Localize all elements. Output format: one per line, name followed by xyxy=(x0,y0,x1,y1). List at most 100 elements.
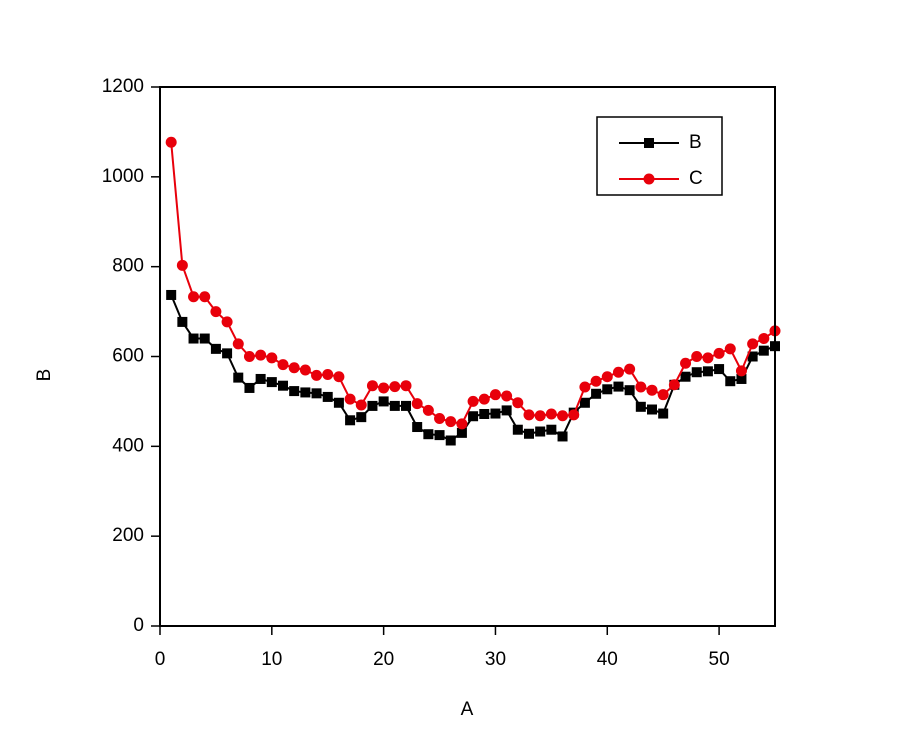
marker xyxy=(612,366,624,378)
x-tick-label: 20 xyxy=(373,649,394,670)
marker xyxy=(456,418,468,430)
marker xyxy=(176,259,188,271)
marker xyxy=(188,333,199,344)
marker xyxy=(758,345,769,356)
marker xyxy=(278,380,288,391)
marker xyxy=(490,408,501,419)
marker xyxy=(356,412,367,423)
marker xyxy=(423,429,434,440)
marker xyxy=(344,393,356,405)
marker xyxy=(243,351,255,362)
marker xyxy=(557,431,568,442)
marker xyxy=(714,364,725,375)
marker xyxy=(456,427,467,438)
marker xyxy=(389,400,400,411)
marker xyxy=(233,372,244,383)
marker xyxy=(501,405,512,416)
marker xyxy=(557,410,569,422)
marker xyxy=(646,384,658,396)
marker xyxy=(434,412,446,424)
marker xyxy=(367,400,378,411)
marker xyxy=(422,404,434,416)
marker xyxy=(222,348,233,359)
marker xyxy=(255,349,267,361)
marker xyxy=(546,424,557,435)
x-tick-label: 40 xyxy=(597,649,618,670)
marker xyxy=(668,379,680,391)
marker xyxy=(534,410,546,422)
marker xyxy=(166,289,177,300)
marker xyxy=(255,373,266,384)
marker xyxy=(232,338,244,350)
marker xyxy=(355,399,367,411)
marker xyxy=(702,352,714,364)
legend-label: B xyxy=(689,132,702,153)
y-tick-label: 800 xyxy=(112,256,144,277)
marker xyxy=(401,400,411,411)
marker xyxy=(657,389,669,401)
marker xyxy=(545,408,557,420)
plot-frame xyxy=(159,86,776,627)
marker xyxy=(735,365,747,377)
marker xyxy=(680,371,691,382)
marker xyxy=(523,409,535,421)
marker xyxy=(311,369,323,381)
marker xyxy=(333,371,345,383)
marker xyxy=(199,333,210,344)
marker xyxy=(468,411,479,422)
marker xyxy=(266,377,277,388)
y-tick-label: 1000 xyxy=(102,166,144,187)
marker xyxy=(624,363,636,375)
marker xyxy=(568,409,580,421)
marker xyxy=(512,424,523,435)
marker xyxy=(311,388,322,399)
marker xyxy=(389,381,401,393)
marker xyxy=(590,375,602,387)
marker xyxy=(210,343,221,354)
marker xyxy=(758,333,770,345)
marker xyxy=(613,381,624,392)
marker xyxy=(736,373,747,384)
marker xyxy=(199,291,211,303)
marker xyxy=(434,430,445,441)
y-tick-label: 600 xyxy=(112,346,144,367)
marker xyxy=(299,364,311,376)
marker xyxy=(277,359,289,371)
x-tick-label: 30 xyxy=(485,649,506,670)
marker xyxy=(289,386,300,397)
marker xyxy=(691,367,702,378)
marker xyxy=(501,390,513,402)
marker xyxy=(322,391,333,402)
marker xyxy=(713,347,725,359)
marker xyxy=(244,382,255,393)
marker xyxy=(177,316,188,327)
marker xyxy=(658,408,669,419)
marker xyxy=(378,382,390,394)
marker xyxy=(478,393,490,405)
marker xyxy=(724,343,736,355)
y-axis-label: B xyxy=(34,369,55,382)
marker xyxy=(366,380,378,392)
legend-box xyxy=(596,116,723,196)
marker xyxy=(591,388,602,399)
marker xyxy=(411,398,423,410)
x-axis-label: A xyxy=(461,699,474,720)
y-tick-label: 1200 xyxy=(102,76,144,97)
marker xyxy=(635,401,646,412)
marker xyxy=(467,395,479,407)
marker xyxy=(333,397,344,408)
legend-label: C xyxy=(689,168,703,189)
marker xyxy=(579,397,590,408)
marker xyxy=(601,371,613,383)
legend-marker xyxy=(643,173,655,185)
marker xyxy=(635,381,647,393)
marker xyxy=(524,428,534,439)
marker xyxy=(210,306,222,318)
marker xyxy=(602,384,613,395)
y-tick-label: 200 xyxy=(112,525,144,546)
marker xyxy=(378,396,389,407)
marker xyxy=(702,366,713,377)
marker xyxy=(747,338,759,350)
